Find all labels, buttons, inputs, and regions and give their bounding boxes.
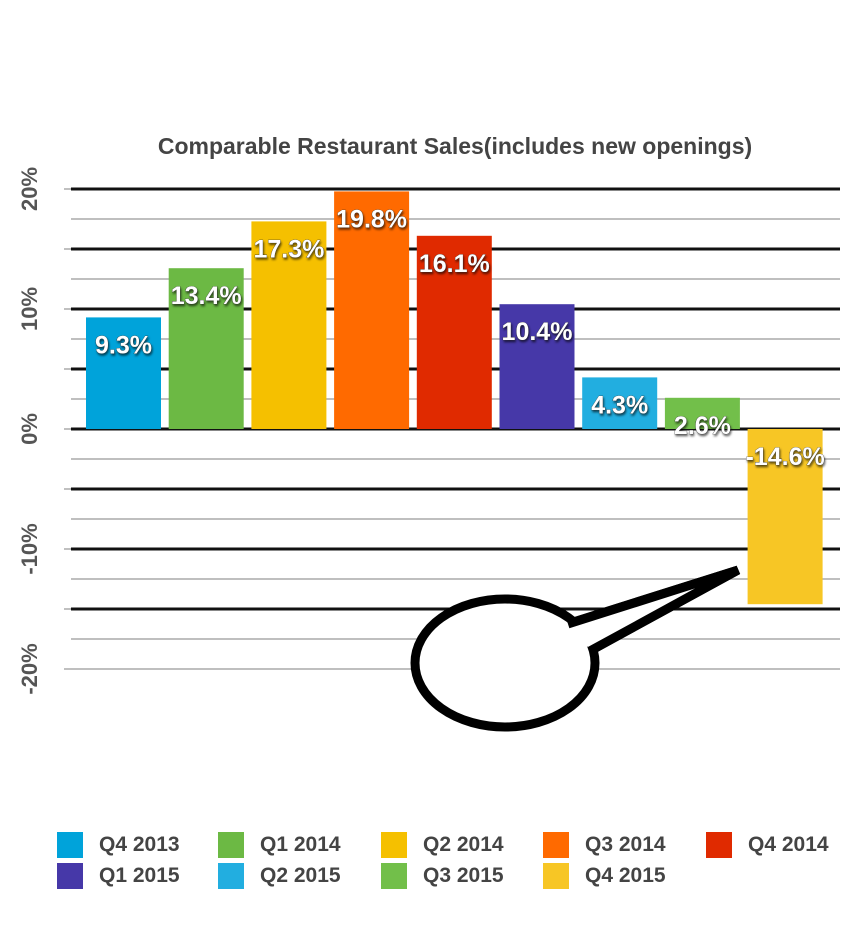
legend-swatch: [381, 863, 407, 889]
legend-swatch: [218, 832, 244, 858]
y-tick-label: 0%: [17, 413, 42, 445]
legend-swatch: [57, 863, 83, 889]
data-label: 9.3%: [95, 331, 152, 359]
legend-item: Q4 2014: [706, 832, 829, 858]
legend-item: Q2 2015: [218, 863, 341, 889]
data-label: -14.6%: [745, 443, 824, 471]
legend-label: Q4 2014: [748, 833, 829, 856]
bar: [582, 377, 658, 429]
legend-label: Q3 2015: [423, 864, 504, 887]
data-label: 2.6%: [674, 412, 731, 440]
bar: [86, 317, 161, 429]
bar: [416, 235, 492, 429]
legend-swatch: [381, 832, 407, 858]
legend-label: Q2 2015: [260, 864, 341, 887]
legend-swatch: [706, 832, 732, 858]
legend-item: Q3 2014: [543, 832, 666, 858]
bar-chart: Comparable Restaurant Sales(includes new…: [17, 133, 840, 732]
y-tick-label: -10%: [17, 523, 42, 574]
legend-label: Q3 2014: [585, 833, 666, 856]
data-label: 10.4%: [502, 318, 573, 346]
bar: [251, 221, 327, 429]
speech-bubble-annotation: [410, 565, 741, 732]
legend-item: Q1 2014: [218, 832, 341, 858]
y-tick-label: -20%: [17, 643, 42, 694]
legend-swatch: [57, 832, 83, 858]
legend-label: Q2 2014: [423, 833, 504, 856]
data-label: 16.1%: [419, 250, 490, 278]
data-label: 13.4%: [171, 282, 242, 310]
legend-swatch: [543, 832, 569, 858]
legend-item: Q2 2014: [381, 832, 504, 858]
bar: [168, 268, 244, 429]
legend-item: Q1 2015: [57, 863, 180, 889]
y-tick-label: 20%: [17, 167, 42, 211]
legend-label: Q4 2013: [99, 833, 180, 856]
legend-swatch: [543, 863, 569, 889]
bar: [334, 191, 410, 429]
bar: [664, 397, 740, 429]
chart-title: Comparable Restaurant Sales(includes new…: [158, 133, 752, 159]
data-label: 19.8%: [336, 205, 407, 233]
data-label: 17.3%: [253, 235, 324, 263]
legend-item: Q3 2015: [381, 863, 504, 889]
legend-label: Q1 2014: [260, 833, 341, 856]
legend-label: Q1 2015: [99, 864, 180, 887]
bar: [499, 304, 575, 429]
bar: [747, 429, 823, 605]
y-tick-label: 10%: [17, 287, 42, 331]
legend-label: Q4 2015: [585, 864, 666, 887]
legend-swatch: [218, 863, 244, 889]
data-label: 4.3%: [591, 391, 648, 419]
legend-item: Q4 2013: [57, 832, 180, 858]
legend-item: Q4 2015: [543, 863, 666, 889]
